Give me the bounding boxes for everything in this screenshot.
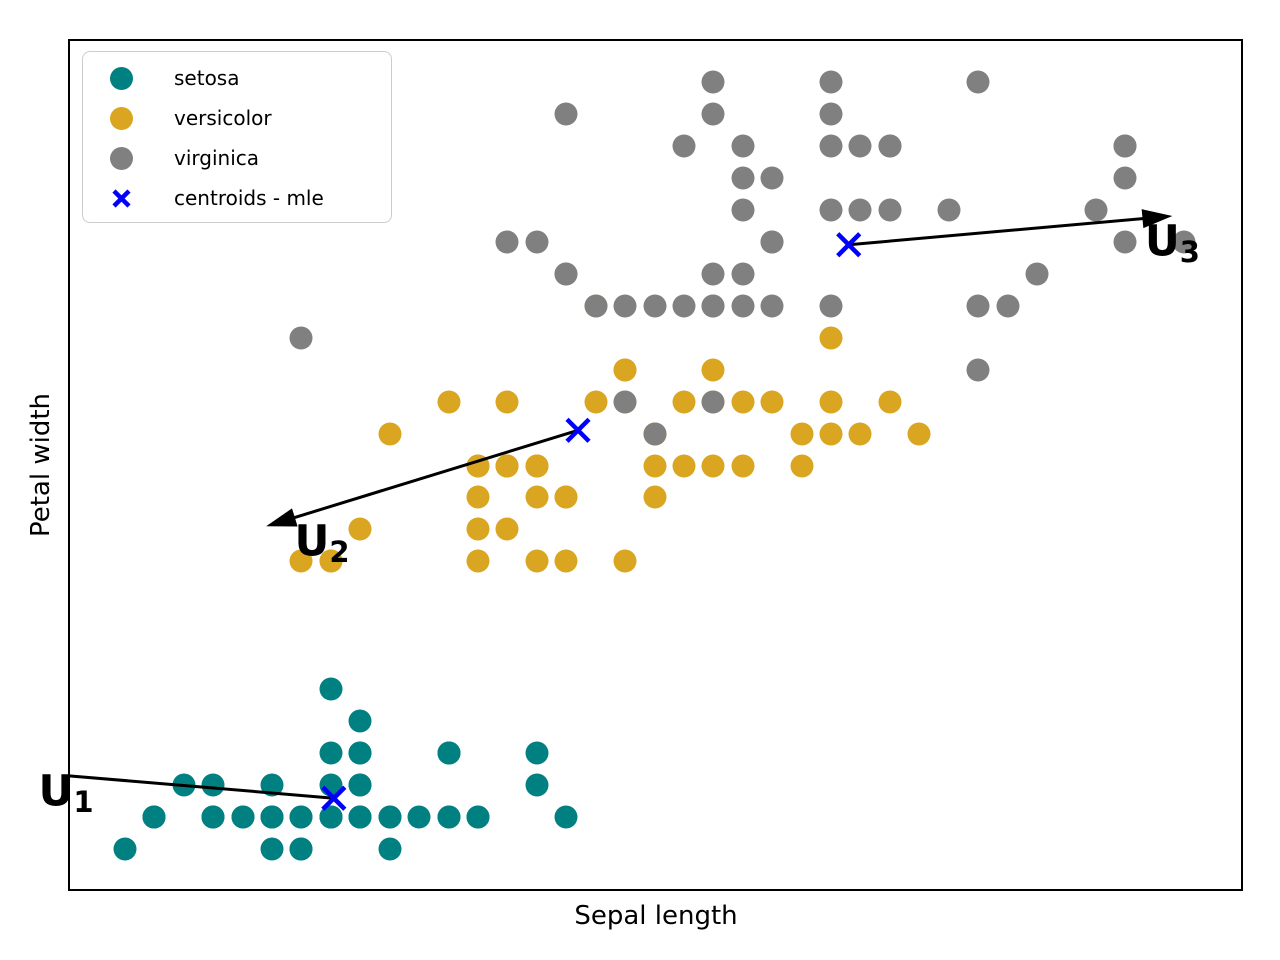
- legend-item-label: setosa: [174, 66, 240, 90]
- legend-item-label: centroids - mle: [174, 186, 324, 210]
- legend-item-setosa: setosa: [110, 58, 391, 98]
- legend-circle-marker-icon: [110, 66, 133, 90]
- x-axis-label: Sepal length: [574, 901, 738, 931]
- y-axis-label: Petal width: [26, 392, 56, 538]
- legend: setosa versicolor virginica centroids - mle: [82, 51, 392, 223]
- legend-circle-marker-icon: [110, 106, 133, 130]
- legend-item-label: virginica: [174, 146, 259, 170]
- legend-item-centroids-mle: centroids - mle: [110, 178, 391, 218]
- legend-item-virginica: virginica: [110, 138, 391, 178]
- legend-x-marker-icon: [110, 187, 133, 210]
- legend-item-versicolor: versicolor: [110, 98, 391, 138]
- legend-circle-marker-icon: [110, 146, 133, 170]
- legend-item-label: versicolor: [174, 106, 272, 130]
